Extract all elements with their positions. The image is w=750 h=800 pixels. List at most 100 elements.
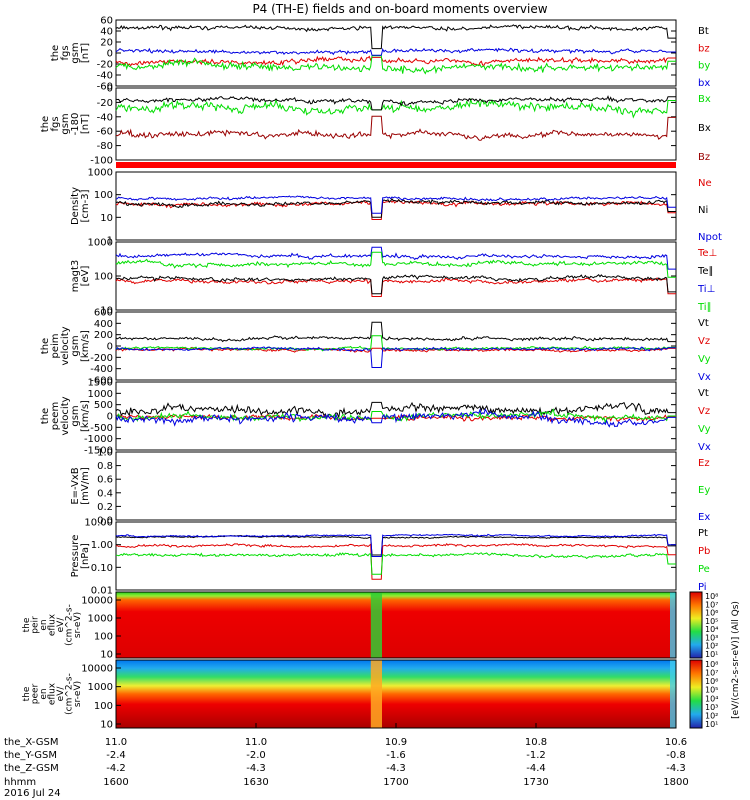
y-axis-label: the: [40, 116, 51, 132]
ephemeris-value: 10.6: [665, 737, 687, 748]
legend-Bt: Bt: [698, 26, 709, 37]
series-line-Ne: [115, 199, 676, 220]
y-tick-label: 400: [94, 319, 113, 330]
series-line-Bx: [115, 95, 676, 111]
series-line-Bt: [115, 24, 676, 50]
colorbar-tick-label: 10³: [705, 633, 718, 642]
ephemeris-value: 10.9: [385, 737, 407, 748]
spectrogram-fill: [116, 660, 676, 728]
colorbar-tick-label: 10¹: [705, 720, 718, 729]
y-tick-label: 0.8: [97, 461, 113, 472]
y-tick-label: 10.00: [84, 518, 113, 529]
y-tick-label: 600: [94, 308, 113, 319]
y-tick-label: 10000: [81, 664, 113, 675]
legend-bz: bz: [698, 43, 710, 54]
spectrogram-peir_eflux: 10000 1000 100 10 thepeirenefluxeV/(cm^2-s-s…: [22, 591, 677, 661]
ephemeris-value: -2.4: [106, 750, 126, 761]
panel-temperature: 1000 100 10 magt3 [eV] Te⊥ Te∥ Ti⊥ Ti∥: [70, 238, 717, 317]
y-tick-label: 0: [107, 412, 113, 423]
series-line-Bx: [115, 97, 676, 119]
y-tick-label: 1000: [88, 238, 113, 249]
y-tick-label: 1000: [88, 168, 113, 179]
panel-pressure: 10.00 1.00 0.10 0.01 Pressure [nPa] Pt Pb Pe Pi: [70, 518, 710, 597]
colorbar-label: [eV/(cm2-s-sr-eV)] (All Qs): [731, 601, 741, 719]
colorbar-tick-label: 10⁴: [705, 694, 718, 703]
y-tick-label: -600: [90, 376, 113, 387]
legend-Pi: Pi: [698, 582, 707, 593]
series-line-Ti⊥: [115, 246, 676, 270]
ephemeris-value: -1.2: [526, 750, 546, 761]
y-axis-label: eV/: [56, 617, 66, 633]
ephemeris-value: 11.0: [245, 737, 267, 748]
ephemeris-value: -4.3: [386, 763, 406, 774]
y-tick-label: 40: [100, 27, 113, 38]
y-tick-label: 0.2: [97, 502, 113, 513]
y-tick-label: -500: [90, 423, 113, 434]
legend-Pb: Pb: [698, 546, 710, 557]
y-tick-label: 200: [94, 330, 113, 341]
ephemeris-value: -2.0: [246, 750, 266, 761]
y-axis-label: the: [22, 686, 32, 701]
y-axis-label: the: [22, 617, 32, 632]
legend-Ne: Ne: [698, 178, 712, 189]
legend-Ez: Ez: [698, 458, 710, 469]
panel-frame: [115, 87, 677, 161]
legend-Pe: Pe: [698, 564, 710, 575]
series-line-Pe: [115, 552, 676, 575]
ephemeris-name: the_X-GSM: [4, 737, 58, 748]
plot-title: P4 (TH-E) fields and on-board moments ov…: [252, 2, 547, 16]
y-axis-label: the: [40, 408, 51, 424]
y-tick-label: -100: [90, 156, 113, 167]
legend-Ey: Ey: [698, 485, 710, 496]
y-axis-label: fgs: [60, 45, 71, 60]
series-line-Ti∥: [115, 251, 676, 278]
y-tick-label: -40: [97, 71, 113, 82]
legend-Ex: Ex: [698, 512, 710, 523]
panel-frame: [115, 311, 677, 381]
ephemeris-value: -4.3: [246, 763, 266, 774]
colorbar-tick-label: 10⁵: [705, 617, 718, 626]
spectrogram-gap: [370, 592, 382, 658]
legend-Pt: Pt: [698, 528, 708, 539]
series-line-bx: [115, 47, 676, 56]
y-axis-label: sr-eV): [73, 612, 83, 638]
x-tick-label: 1700: [383, 777, 408, 788]
y-tick-label: 10: [100, 650, 113, 661]
legend-Te∥: Te∥: [697, 266, 714, 277]
y-axis-label: eflux: [48, 682, 58, 705]
y-axis-label: peem: [50, 402, 61, 430]
y-axis-label: [eV]: [80, 266, 91, 287]
y-tick-label: -200: [90, 353, 113, 364]
ephemeris-value: 11.0: [105, 737, 127, 748]
legend-Ti∥: Ti∥: [697, 302, 712, 313]
panel-frame: [115, 19, 677, 87]
panel-fgs_angle: 0 -20 -40 -60 -80 -100 the fgs gsm -180 [nT] Bx Bx Bz: [40, 84, 711, 167]
panel-frame: [115, 241, 677, 311]
separator-bar: [116, 162, 676, 168]
x-tick-label: 1600: [103, 777, 128, 788]
y-axis-label: en: [39, 688, 49, 699]
y-tick-label: 100: [94, 190, 113, 201]
panel-density: 1000 100 10 1 Density [cm-3] Ne Ni Npot: [70, 168, 722, 247]
y-tick-label: -20: [97, 98, 113, 109]
y-tick-label: -80: [97, 141, 113, 152]
series-line-Pb: [115, 542, 676, 580]
y-tick-label: 0: [107, 49, 113, 60]
y-axis-label: gsm: [70, 335, 81, 356]
y-axis-label: [mV/m]: [80, 467, 91, 505]
legend-Bz: Bz: [698, 152, 710, 163]
y-axis-label: Density: [70, 187, 81, 225]
y-axis-label: peim: [50, 333, 61, 358]
y-axis-label: the: [50, 45, 61, 61]
y-tick-label: 1500: [88, 378, 113, 389]
ephemeris-value: -0.8: [666, 750, 686, 761]
y-tick-label: 1000: [88, 389, 113, 400]
date-label: 2016 Jul 24: [4, 788, 61, 799]
y-tick-label: 0: [107, 84, 113, 95]
y-tick-label: -1000: [84, 434, 113, 445]
y-axis-label: Pressure: [70, 535, 81, 578]
y-tick-label: 0.01: [91, 586, 113, 597]
series-line-Vx: [115, 346, 676, 368]
x-tick-label: 1730: [523, 777, 548, 788]
